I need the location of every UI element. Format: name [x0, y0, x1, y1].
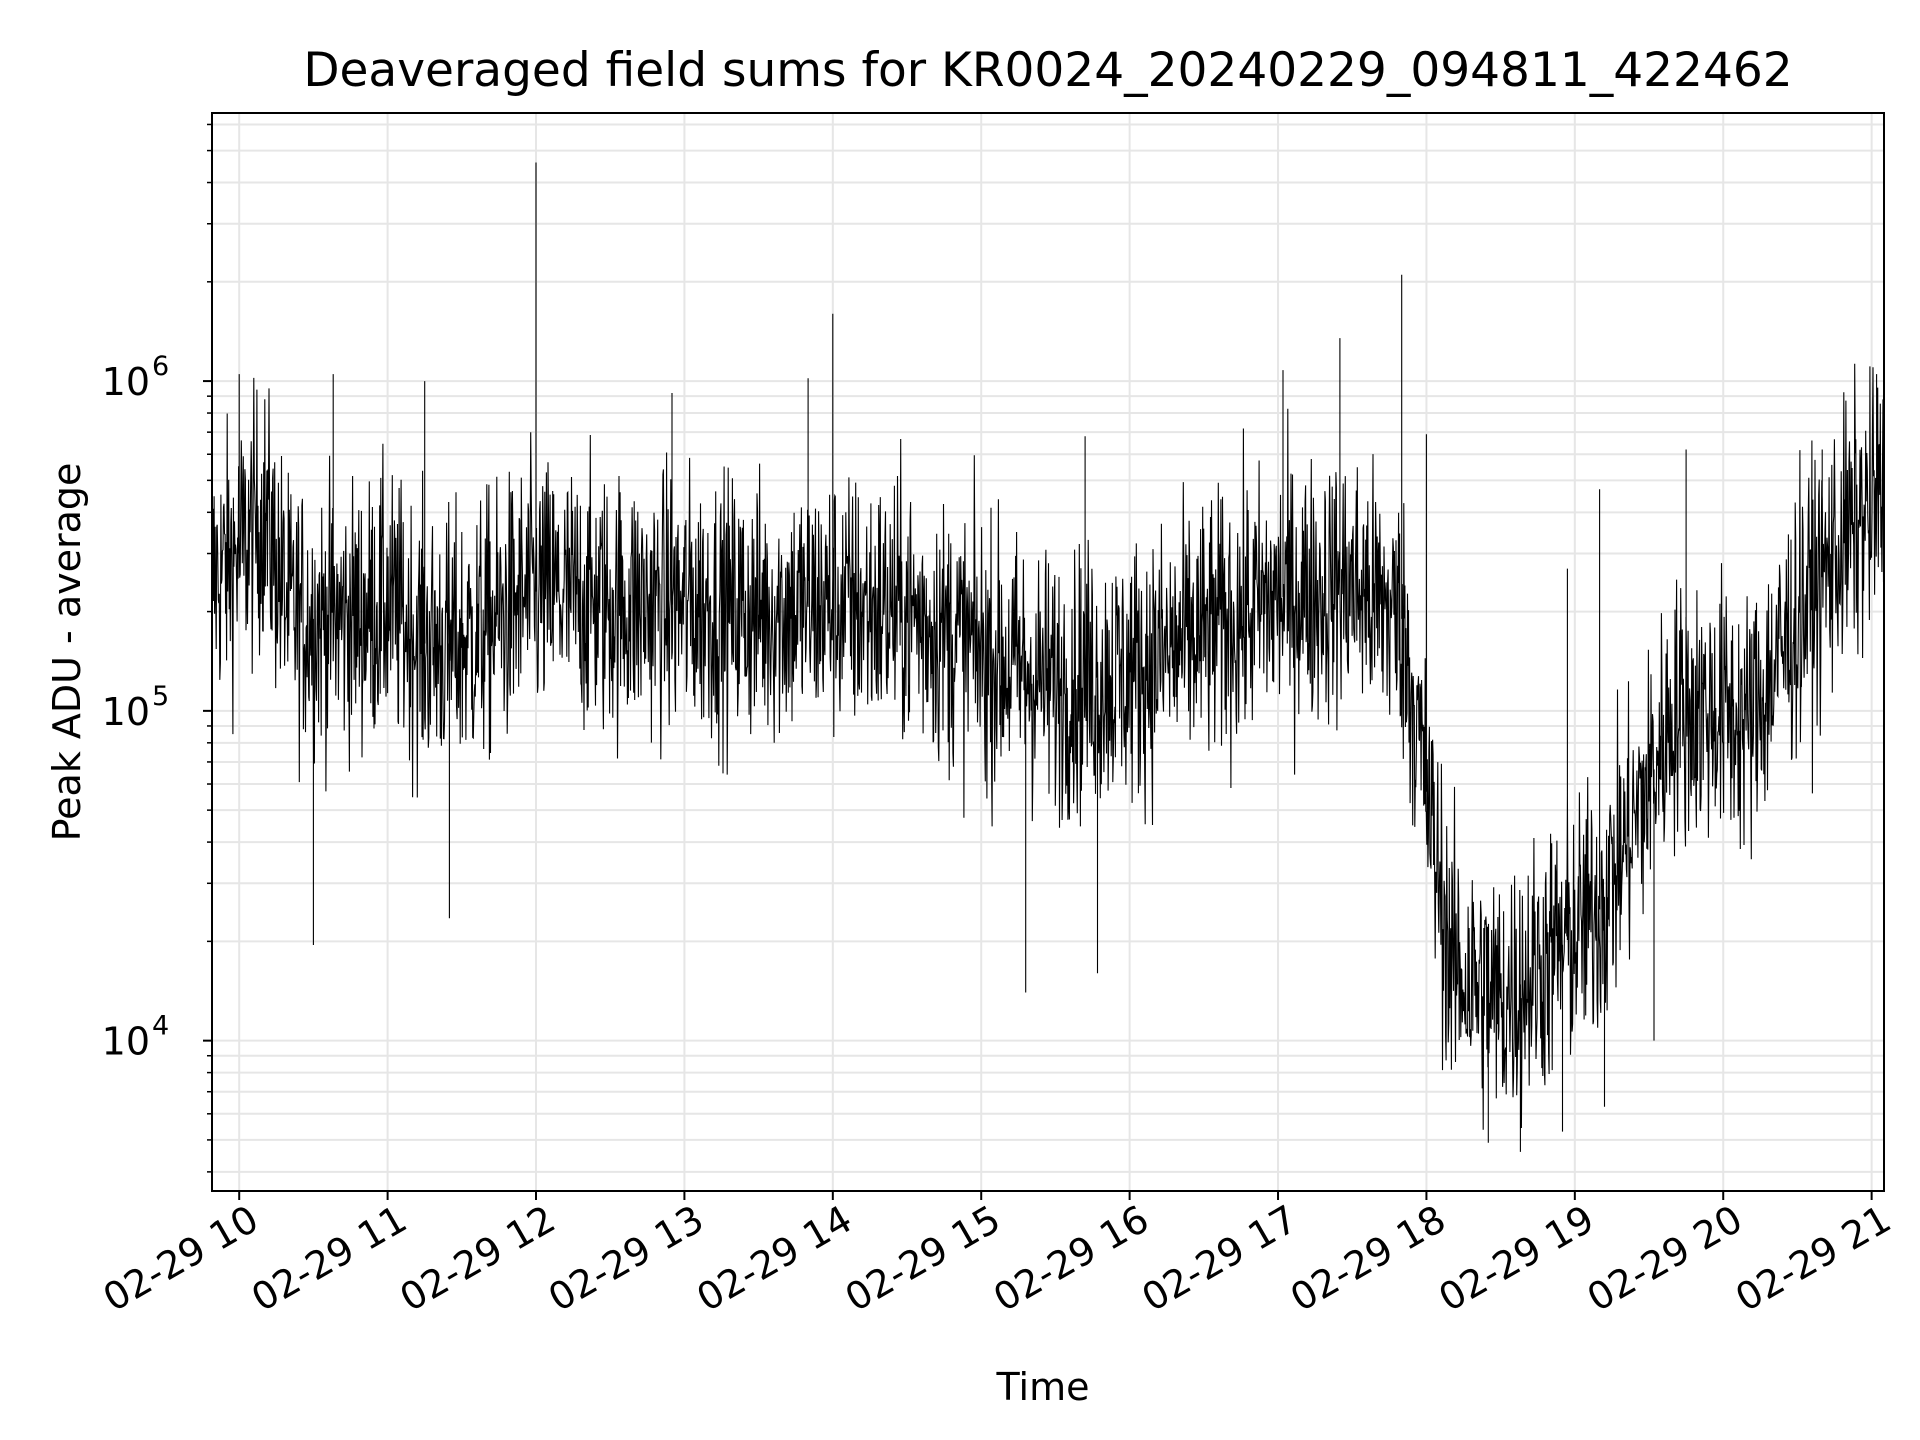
x-axis-label: Time	[996, 1365, 1090, 1409]
y-axis-label: Peak ADU - average	[45, 463, 89, 842]
plot-area	[212, 162, 1884, 1152]
y-tick-exponent: 6	[152, 351, 169, 382]
plot-frame	[211, 112, 1885, 1192]
chart-title: Deaveraged field sums for KR0024_2024022…	[303, 43, 1792, 98]
y-tick-exponent: 4	[152, 1011, 169, 1042]
grid	[212, 113, 1884, 1191]
y-tick-label: 10	[102, 360, 150, 404]
y-tick-label: 10	[102, 690, 150, 734]
series-line	[212, 162, 1884, 1152]
y-tick-label: 10	[102, 1020, 150, 1064]
y-tick-exponent: 5	[152, 681, 169, 712]
